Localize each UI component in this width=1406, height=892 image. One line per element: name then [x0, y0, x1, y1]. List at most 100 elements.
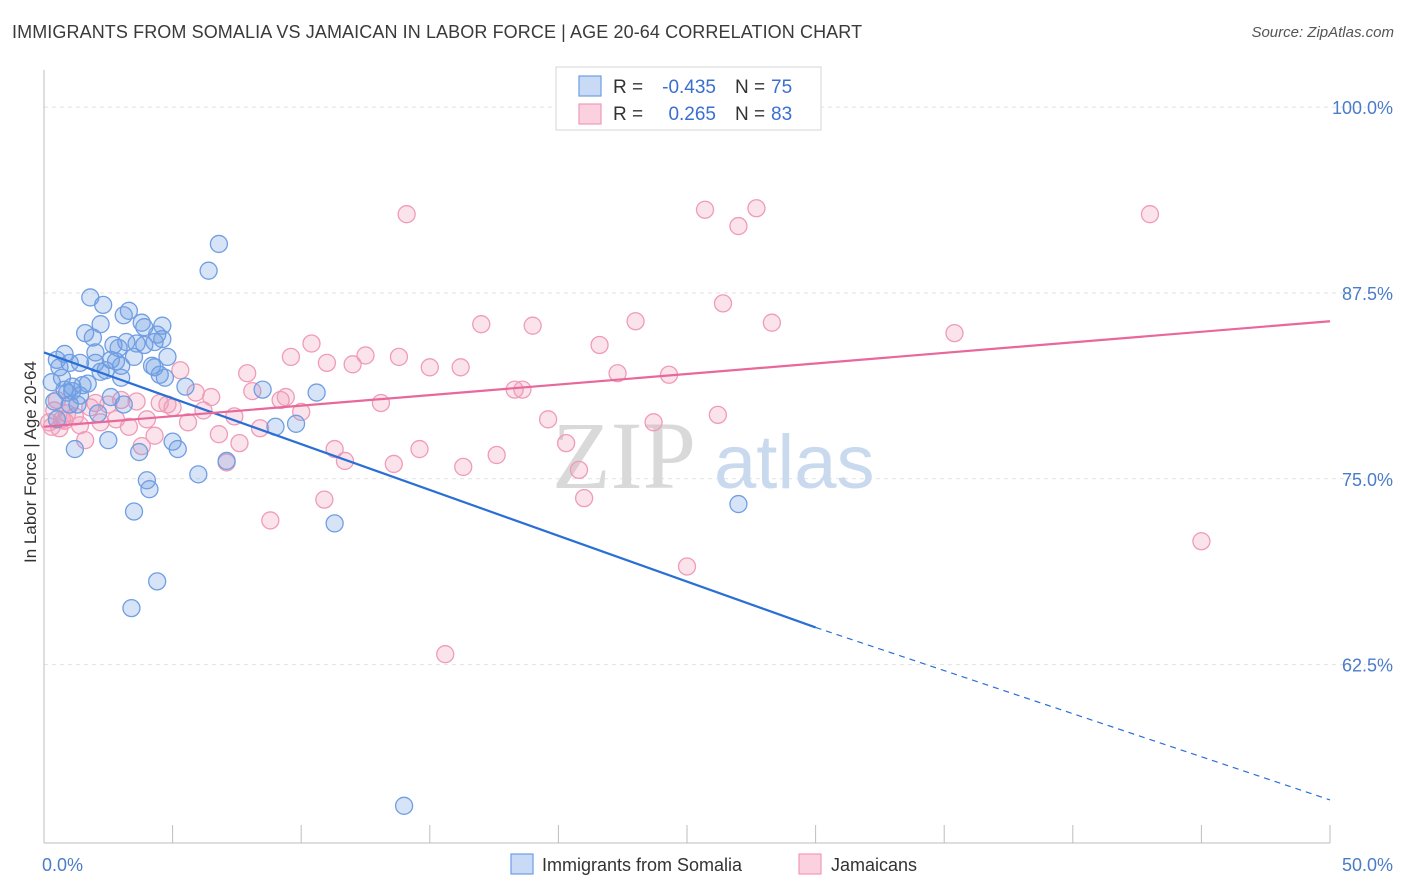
scatter-point [644, 413, 663, 432]
scatter-point [307, 383, 326, 402]
grid-lines [44, 106, 1366, 666]
scatter-point [384, 454, 403, 474]
legend-r-value-somalia: -0.435 [662, 77, 716, 98]
y-tick-label: 62.5% [1342, 656, 1393, 676]
legend-n-label-jamaica: N = [735, 104, 765, 125]
scatter-point [271, 390, 290, 410]
y-tick-label: 87.5% [1342, 284, 1393, 304]
scatter-point [45, 392, 64, 411]
scatter-point [145, 358, 164, 377]
scatter-point [487, 445, 506, 465]
scatter-point [695, 200, 715, 219]
correlation-legend: R = -0.435 N = 75 R = 0.265 N = 83 [555, 66, 822, 131]
scatter-point [729, 216, 748, 236]
series-legend: Immigrants from Somalia Jamaicans [510, 853, 917, 875]
scatter-point [590, 335, 609, 355]
chart-title: IMMIGRANTS FROM SOMALIA VS JAMAICAN IN L… [12, 22, 863, 42]
scatter-point [124, 347, 144, 367]
scatter-point [209, 234, 229, 254]
scatter-point [713, 294, 733, 313]
trendline-solid [43, 320, 1331, 428]
scatter-point [86, 343, 105, 362]
scatter-point [454, 457, 473, 477]
scatter-point [945, 323, 964, 343]
scatter-point [436, 645, 455, 664]
tick-labels: 62.5% 75.0% 87.5% 100.0% 0.0% 50.0% [42, 98, 1393, 875]
scatter-point [451, 358, 470, 377]
legend-swatch-jamaica [578, 103, 602, 125]
trendlines [43, 320, 1331, 801]
bottom-legend-swatch-jamaica [798, 853, 822, 875]
scatter-point [513, 380, 532, 399]
y-axis-title: In Labor Force | Age 20-64 [21, 361, 40, 563]
scatter-point [325, 514, 344, 533]
axes [43, 70, 1331, 844]
scatter-point [397, 205, 416, 224]
legend-swatch-somalia [578, 75, 602, 97]
scatter-point [199, 261, 218, 280]
watermark-zip: ZIP [552, 402, 696, 509]
scatter-point [119, 417, 139, 436]
scatter-point [148, 325, 167, 344]
x-tick-label: 0.0% [42, 855, 83, 875]
scatter-point [253, 380, 272, 399]
trendline-dashed [815, 626, 1331, 801]
scatter-point [78, 374, 97, 393]
scatter-point [158, 347, 177, 367]
scatter-point [122, 598, 141, 618]
scatter-point [574, 488, 594, 508]
scatter-point [217, 451, 236, 471]
scatter-point [209, 425, 229, 444]
scatter-point [335, 451, 355, 471]
scatter-point [626, 312, 645, 331]
scatter-point [556, 433, 576, 453]
scatter-point [729, 494, 748, 514]
legend-n-value-somalia: 75 [771, 77, 792, 98]
scatter-point [47, 410, 67, 429]
scatter-point [230, 433, 249, 453]
scatter-point [394, 796, 414, 815]
y-tick-label: 75.0% [1342, 470, 1393, 490]
scatter-point [317, 353, 337, 372]
scatter-point [302, 334, 321, 353]
watermark: ZIP atlas [552, 402, 875, 509]
scatter-point [523, 316, 542, 335]
scatter-point [420, 358, 439, 377]
scatter-point [65, 439, 85, 459]
scatter-point [538, 410, 558, 429]
scatter-point [238, 364, 257, 383]
scatter-point [148, 572, 167, 591]
scatter-point [747, 199, 766, 218]
scatter-point [60, 353, 79, 372]
scatter-point [94, 295, 113, 315]
bottom-legend-label-jamaica: Jamaicans [831, 855, 917, 875]
watermark-atlas: atlas [714, 420, 875, 505]
scatter-point [178, 413, 198, 432]
bottom-legend-label-somalia: Immigrants from Somalia [542, 855, 743, 875]
scatter-point [127, 334, 146, 353]
scatter-point [343, 355, 362, 374]
scatter-point [281, 347, 301, 367]
bottom-legend-swatch-somalia [510, 853, 534, 875]
legend-r-label-somalia: R = [613, 77, 643, 98]
scatter-point [410, 439, 429, 459]
scatter-point [88, 404, 108, 423]
scatter-point [124, 502, 144, 521]
scatter-point [356, 346, 375, 365]
series-somalia [42, 234, 748, 815]
scatter-point [135, 335, 154, 355]
scatter-point [315, 490, 334, 509]
scatter-point [708, 405, 728, 425]
source-label: Source: ZipAtlas.com [1251, 24, 1394, 41]
scatter-point [371, 393, 391, 413]
scatter-point [608, 364, 627, 383]
scatter-point [119, 301, 139, 320]
scatter-point [153, 316, 172, 335]
scatter-point [114, 395, 133, 414]
scatter-point [189, 465, 208, 484]
scatter-point [145, 426, 164, 445]
scatter-point [1140, 205, 1160, 224]
scatter-point [292, 402, 311, 422]
x-tick-label: 50.0% [1342, 855, 1393, 875]
